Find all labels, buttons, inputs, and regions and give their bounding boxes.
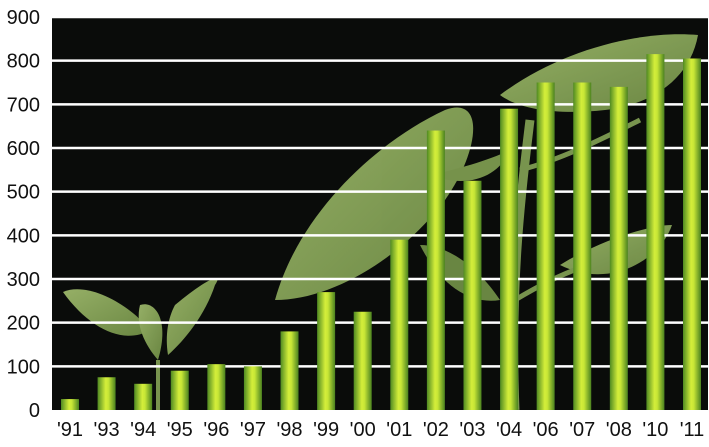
y-tick-label: 300 (7, 269, 40, 291)
bar-11 (683, 58, 701, 410)
gridlines (52, 15, 708, 368)
x-tick-label: '91 (57, 419, 83, 441)
x-tick-label: '08 (606, 419, 632, 441)
x-tick-label: '06 (533, 419, 559, 441)
bar-95 (170, 370, 189, 410)
x-tick-label: '98 (276, 419, 302, 441)
y-tick-label: 0 (29, 400, 40, 422)
bar-94 (134, 383, 153, 410)
y-tick-label: 500 (7, 182, 40, 204)
bar-10 (646, 54, 665, 410)
bar-06 (536, 82, 555, 410)
bar-04 (500, 108, 519, 410)
bars (61, 54, 701, 411)
x-tick-label: '93 (94, 419, 120, 441)
bar-01 (390, 239, 409, 410)
x-tick-label: '10 (642, 419, 668, 441)
bar-08 (609, 86, 628, 410)
bar-02 (426, 130, 445, 411)
bar-03 (463, 180, 482, 410)
x-tick-label: '04 (496, 419, 522, 441)
x-tick-label: '11 (680, 419, 705, 441)
bar-99 (317, 292, 336, 410)
x-tick-label: '99 (313, 419, 339, 441)
bar-00 (353, 311, 372, 410)
x-axis-tick-labels: '91 '93 '94 '95 '96 '97 '98 '99 '00 '01 '02 '03 '04 '… (57, 419, 704, 441)
x-tick-label: '00 (350, 419, 376, 441)
bar-98 (280, 331, 299, 410)
y-axis-tick-labels: 0 100 200 300 400 500 600 700 800 900 (7, 7, 40, 422)
bar-97 (243, 366, 262, 410)
x-tick-label: '07 (569, 419, 595, 441)
y-tick-label: 700 (7, 94, 40, 116)
y-tick-label: 900 (7, 7, 40, 29)
x-tick-label: '96 (203, 419, 229, 441)
y-tick-label: 600 (7, 138, 40, 160)
y-tick-label: 800 (7, 51, 40, 73)
bar-96 (207, 364, 226, 410)
x-tick-label: '95 (167, 419, 193, 441)
y-tick-label: 200 (7, 313, 40, 335)
bar-07 (573, 82, 592, 410)
x-tick-label: '94 (130, 419, 156, 441)
y-tick-label: 400 (7, 225, 40, 247)
y-tick-label: 100 (7, 356, 40, 378)
x-tick-label: '97 (240, 419, 266, 441)
x-tick-label: '03 (459, 419, 485, 441)
x-tick-label: '02 (423, 419, 449, 441)
bar-93 (97, 377, 116, 410)
bar-91 (61, 399, 79, 410)
x-tick-label: '01 (386, 419, 412, 441)
